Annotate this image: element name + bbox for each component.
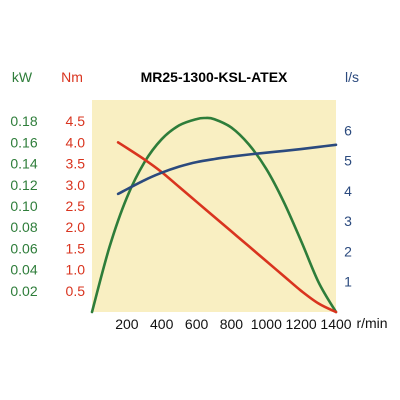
torque-tick-label: 4.0 [66, 134, 86, 150]
flow-tick-label: 5 [344, 153, 352, 169]
torque-tick-label: 0.5 [66, 283, 86, 299]
torque-tick-label: 3.5 [66, 156, 86, 172]
flow-tick-label: 1 [344, 274, 352, 290]
power-tick-label: 0.10 [10, 198, 37, 214]
x-tick-label: 600 [185, 316, 209, 332]
x-tick-label: 1400 [320, 316, 351, 332]
torque-tick-label: 3.0 [66, 177, 86, 193]
x-axis-label: r/min [356, 315, 387, 331]
x-tick-label: 1200 [286, 316, 317, 332]
x-tick-label: 1000 [251, 316, 282, 332]
torque-tick-label: 4.5 [66, 113, 86, 129]
series-lines [90, 116, 338, 314]
x-tick-label: 200 [115, 316, 139, 332]
power-series-line [90, 116, 338, 314]
power-tick-label: 0.04 [10, 262, 37, 278]
chart-title: MR25-1300-KSL-ATEX [141, 69, 288, 85]
flow-tick-label: 2 [344, 243, 352, 259]
power-tick-label: 0.12 [10, 177, 37, 193]
tick-labels: 200 400 600 800 1000 1200 1400 0.02 0.04 0.06 0.08… [10, 113, 352, 332]
flow-axis-label: l/s [345, 69, 359, 85]
power-tick-label: 0.08 [10, 219, 37, 235]
torque-tick-label: 1.0 [66, 262, 86, 278]
flow-tick-label: 3 [344, 213, 352, 229]
flow-series-line [116, 143, 338, 196]
flow-tick-label: 6 [344, 122, 352, 138]
power-axis-label: kW [12, 69, 33, 85]
torque-axis-label: Nm [61, 69, 83, 85]
flow-tick-label: 4 [344, 183, 352, 199]
x-tick-label: 400 [150, 316, 174, 332]
torque-tick-label: 2.0 [66, 219, 86, 235]
power-tick-label: 0.02 [10, 283, 37, 299]
power-tick-label: 0.18 [10, 113, 37, 129]
power-tick-label: 0.06 [10, 240, 37, 256]
x-tick-label: 800 [220, 316, 244, 332]
plot-area [92, 100, 336, 312]
torque-tick-label: 1.5 [66, 240, 86, 256]
torque-tick-label: 2.5 [66, 198, 86, 214]
power-tick-label: 0.14 [10, 156, 37, 172]
power-tick-label: 0.16 [10, 134, 37, 150]
